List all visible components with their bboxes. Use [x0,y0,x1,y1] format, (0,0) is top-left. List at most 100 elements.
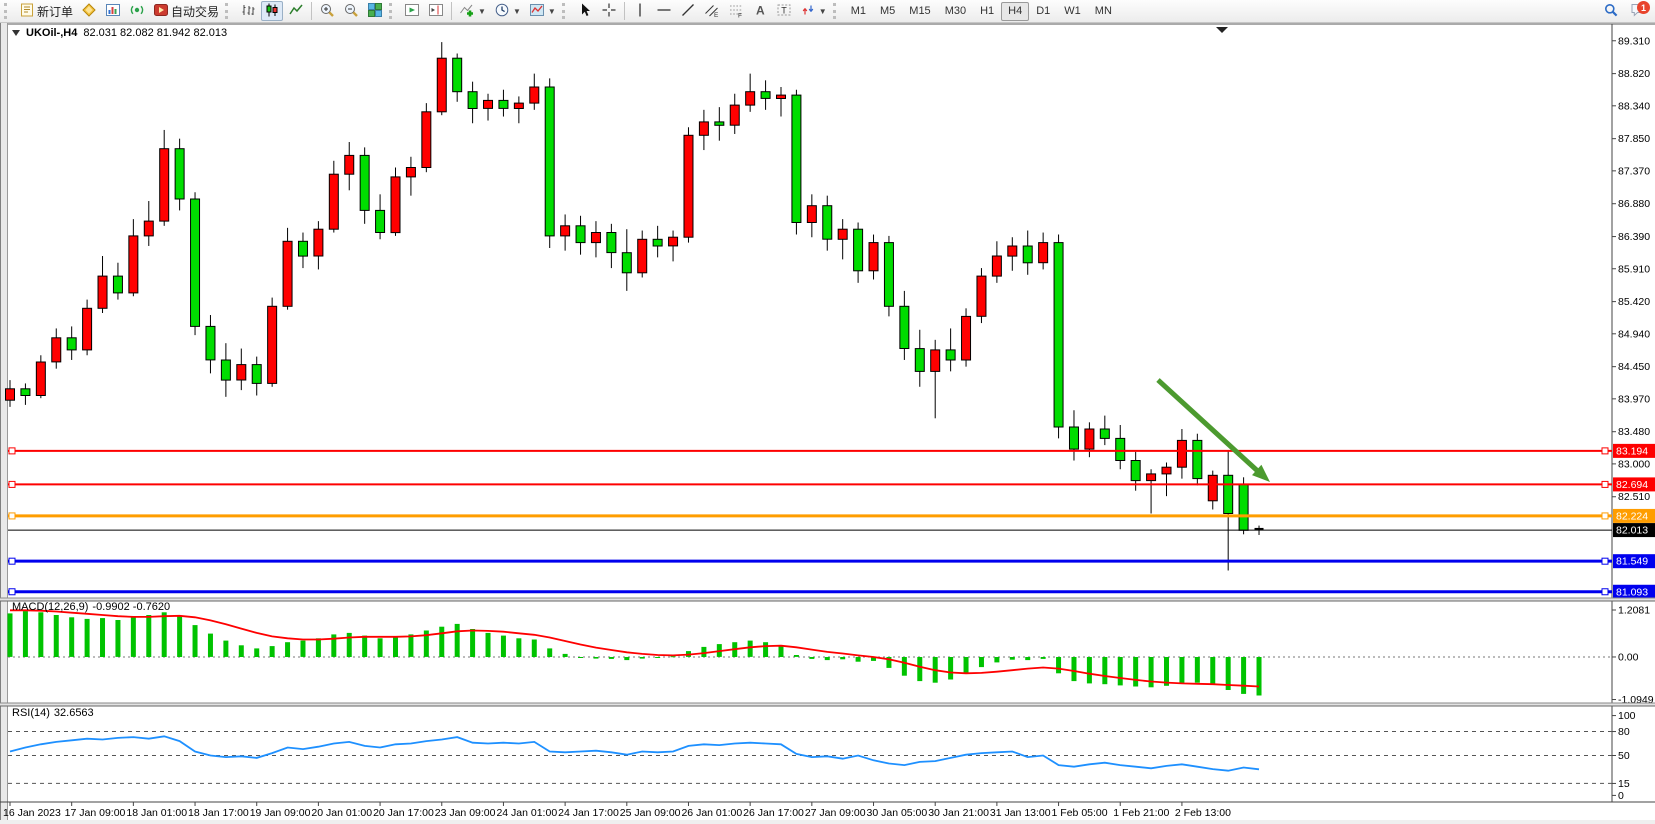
arrows-button[interactable]: ▼ [797,1,830,21]
macd-bar [948,657,954,680]
chart-title: UKOil-,H4 82.031 82.082 81.942 82.013 [12,27,227,39]
candle [20,388,31,396]
macd-label: MACD(12,26,9) -0.9902 -0.7620 [12,601,174,613]
auto-scroll-button[interactable] [401,1,423,21]
macd-signal-line [10,609,1260,688]
macd-bar [377,638,383,657]
timeframe-mn-button[interactable]: MN [1094,5,1112,17]
macd-bar [69,617,75,657]
candlestick-button[interactable] [261,1,284,21]
timeframe-m30-button[interactable]: M30 [944,5,967,17]
price-tick: 87.850 [1618,133,1650,145]
candle [575,225,586,244]
text-button[interactable]: A [749,1,771,21]
macd-bar [161,612,167,657]
candle [1038,242,1049,264]
timeframe-h4-button[interactable]: H4 [1001,1,1030,21]
candle [467,91,478,109]
line-chart-button[interactable] [285,1,307,21]
templates-button[interactable]: ▼ [526,1,559,21]
timeframe-m15-button[interactable]: M15 [909,5,931,17]
crosshair-button[interactable] [598,1,620,21]
notification-badge: 1 [1637,1,1650,14]
trendline-button[interactable] [677,1,699,21]
indicators-button[interactable]: ▼ [456,1,489,21]
macd-bar [639,657,645,659]
candle [436,57,447,113]
toolbar: 新订单 自动交易 ▼ ▼ ▼ E F A T ▼ M1 M5 M15 M30 H1 H4 D1 W1 MN 1 [0,0,1655,23]
macd-bar [22,611,28,657]
macd-bar [1256,657,1262,696]
chart-shift-button[interactable] [425,1,447,21]
periods-button[interactable]: ▼ [491,1,524,21]
price-line-label [1613,584,1655,599]
cursor-button[interactable] [574,1,596,21]
candle [806,205,817,223]
macd-bar [423,630,429,657]
candle [683,134,694,238]
macd-bar [408,634,414,657]
price-tick: 88.820 [1618,68,1650,80]
date-tick: 19 Jan 09:00 [250,807,311,819]
timeframe-d1-button[interactable]: D1 [1036,5,1051,17]
vertical-line-button[interactable] [629,1,651,21]
symbol-dropdown-icon[interactable] [12,30,20,36]
macd-bar [1071,657,1077,682]
timeframe-h1-button[interactable]: H1 [980,5,995,17]
timeframe-m1-button[interactable]: M1 [850,5,866,17]
candle [359,154,370,211]
candle [1223,474,1234,514]
date-tick: 30 Jan 05:00 [867,807,928,819]
macd-bar [562,653,568,657]
candle [267,305,278,384]
bar-chart-button[interactable] [237,1,259,21]
fibonacci-button[interactable]: F [725,1,747,21]
signal-icon [129,2,145,21]
chart-window[interactable]: 89.310 88.820 88.340 87.850 87.370 86.880 86.3… [0,23,1655,824]
macd-bar [439,626,445,657]
search-button[interactable] [1600,1,1622,21]
candle [961,315,972,361]
price-line-label [1613,523,1655,538]
notifications-button[interactable]: 1 [1623,0,1653,22]
candle [112,275,123,294]
signals-button[interactable] [126,1,148,21]
zoom-out-button[interactable] [340,1,362,21]
macd-bar [84,618,90,657]
macd-bar [177,616,183,657]
tile-windows-button[interactable] [364,1,386,21]
price-tick: 84.450 [1618,361,1650,373]
date-tick: 31 Jan 13:00 [990,807,1051,819]
candle [375,209,386,233]
new-order-button[interactable]: 新订单 [16,1,76,21]
candle [729,104,740,126]
candle [297,240,308,257]
auto-trading-button[interactable]: 自动交易 [150,1,222,21]
price-line-label [1613,477,1655,492]
market-watch-button[interactable] [78,1,100,21]
timeframe-m5-button[interactable]: M5 [880,5,896,17]
channel-button[interactable]: E [701,1,723,21]
timeframe-w1-button[interactable]: W1 [1064,5,1081,17]
svg-text:83.194: 83.194 [1616,445,1648,457]
candle [637,238,648,274]
macd-bar [531,639,537,657]
auto-trading-icon [153,2,169,21]
zoom-in-button[interactable] [316,1,338,21]
price-chart[interactable]: 89.310 88.820 88.340 87.850 87.370 86.880 86.3… [0,23,1655,824]
date-tick: 25 Jan 09:00 [620,807,681,819]
candle [668,236,679,247]
macd-bar [871,657,877,661]
candle [1176,439,1187,468]
price-tick: 87.370 [1618,165,1650,177]
macd-bar [346,632,352,657]
horizontal-line-button[interactable] [653,1,675,21]
candle [1084,428,1095,450]
candle [899,305,910,349]
data-window-button[interactable] [102,1,124,21]
chart-shift-icon [428,2,444,21]
text-label-button[interactable]: T [773,1,795,21]
candle [97,275,108,309]
macd-bar [701,646,707,657]
